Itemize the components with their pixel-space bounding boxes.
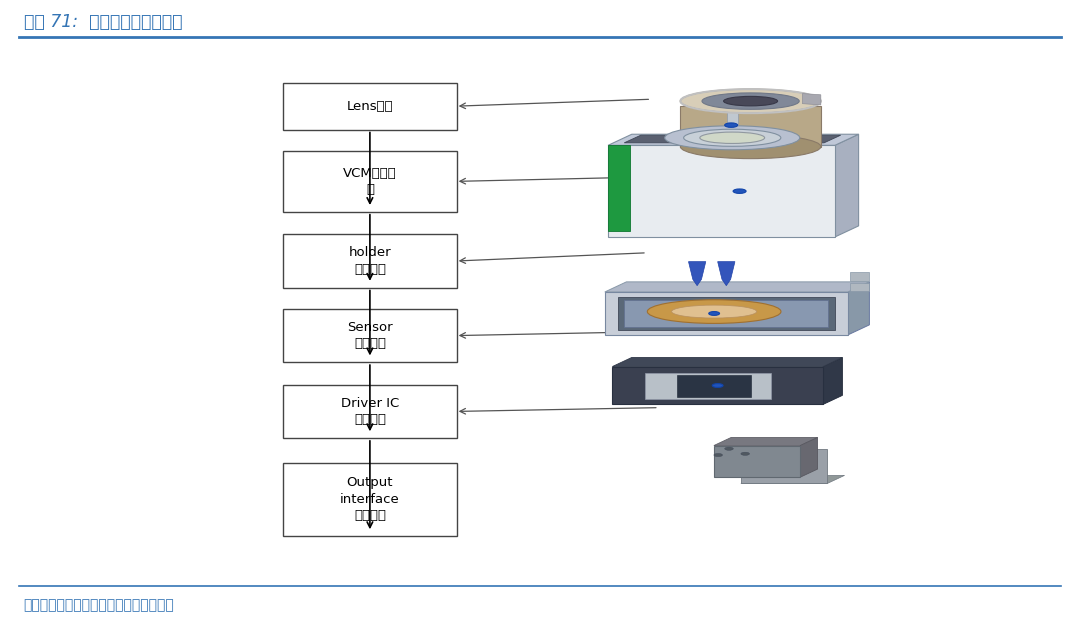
Ellipse shape xyxy=(684,130,781,146)
Polygon shape xyxy=(605,282,869,292)
Text: Sensor: Sensor xyxy=(347,321,393,334)
Text: 达: 达 xyxy=(366,183,374,196)
Ellipse shape xyxy=(725,123,738,128)
Ellipse shape xyxy=(672,305,757,318)
Polygon shape xyxy=(848,282,869,335)
FancyBboxPatch shape xyxy=(618,297,835,330)
Polygon shape xyxy=(823,358,842,404)
Polygon shape xyxy=(608,134,859,145)
Text: 资料来源：电子发烧友，国盛证券研究所: 资料来源：电子发烧友，国盛证券研究所 xyxy=(24,598,175,612)
Ellipse shape xyxy=(733,189,746,193)
Polygon shape xyxy=(612,358,842,367)
FancyBboxPatch shape xyxy=(741,449,827,483)
Polygon shape xyxy=(718,262,735,286)
Text: Lens镜头: Lens镜头 xyxy=(347,100,393,112)
FancyBboxPatch shape xyxy=(283,309,457,362)
Polygon shape xyxy=(741,475,845,483)
Ellipse shape xyxy=(680,135,821,159)
Ellipse shape xyxy=(714,454,723,456)
Ellipse shape xyxy=(700,132,765,143)
Text: VCM音圈马: VCM音圈马 xyxy=(343,167,396,179)
Text: 驱动芯片: 驱动芯片 xyxy=(354,413,386,426)
FancyBboxPatch shape xyxy=(624,300,828,327)
Text: 感光芯片: 感光芯片 xyxy=(354,337,386,350)
FancyBboxPatch shape xyxy=(612,367,823,404)
Polygon shape xyxy=(714,437,818,446)
Text: 图表 71:  手机摄像头模组组成: 图表 71: 手机摄像头模组组成 xyxy=(24,13,183,31)
Text: interface: interface xyxy=(340,493,400,506)
FancyBboxPatch shape xyxy=(283,385,457,438)
Ellipse shape xyxy=(680,89,821,113)
Text: 输出接口: 输出接口 xyxy=(354,509,386,522)
Polygon shape xyxy=(802,94,821,105)
Polygon shape xyxy=(800,437,818,477)
Ellipse shape xyxy=(702,93,799,109)
FancyBboxPatch shape xyxy=(680,106,821,147)
Ellipse shape xyxy=(713,384,724,387)
FancyBboxPatch shape xyxy=(608,145,630,231)
Polygon shape xyxy=(689,262,706,286)
Ellipse shape xyxy=(664,126,799,150)
FancyBboxPatch shape xyxy=(645,373,771,399)
Ellipse shape xyxy=(725,447,733,450)
Text: holder: holder xyxy=(349,246,391,259)
FancyBboxPatch shape xyxy=(283,83,457,130)
Text: Driver IC: Driver IC xyxy=(341,397,399,410)
Polygon shape xyxy=(835,134,859,237)
FancyBboxPatch shape xyxy=(677,375,751,397)
FancyBboxPatch shape xyxy=(605,292,848,335)
Text: Output: Output xyxy=(347,477,393,489)
Polygon shape xyxy=(624,135,840,143)
Polygon shape xyxy=(727,112,738,125)
FancyBboxPatch shape xyxy=(608,145,835,237)
Ellipse shape xyxy=(724,96,778,106)
Ellipse shape xyxy=(741,453,750,455)
FancyBboxPatch shape xyxy=(283,463,457,536)
Ellipse shape xyxy=(708,312,719,315)
FancyBboxPatch shape xyxy=(283,151,457,212)
Ellipse shape xyxy=(647,300,781,324)
Text: 底座支架: 底座支架 xyxy=(354,263,386,276)
FancyBboxPatch shape xyxy=(850,272,869,281)
FancyBboxPatch shape xyxy=(714,446,800,477)
FancyBboxPatch shape xyxy=(283,234,457,288)
FancyBboxPatch shape xyxy=(850,283,869,291)
